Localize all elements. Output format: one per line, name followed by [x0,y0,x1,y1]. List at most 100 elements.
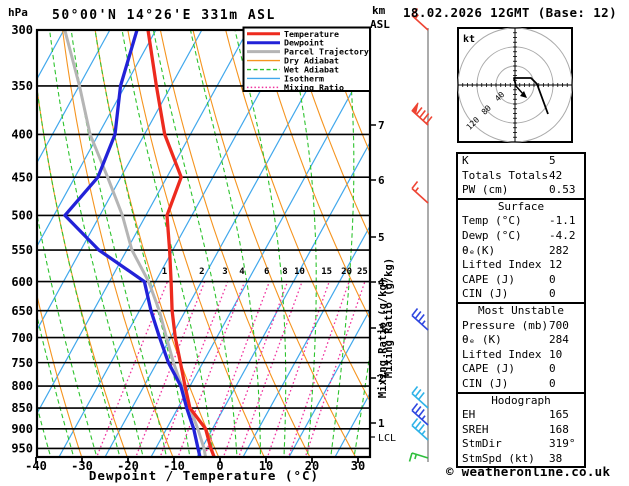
wet-adiabat-line [287,30,317,455]
wet-adiabat-line [37,314,74,455]
temp-tick-label: 20 [305,459,319,473]
legend-label: Temperature [284,29,339,39]
table-row: θₑ (K) 284 [458,333,584,348]
table-row: EH 165 [458,408,584,423]
mixing-ratio-line [203,281,271,457]
km-tick-label: 6 [378,174,385,187]
table-row-label: CAPE (J) [462,272,515,286]
table-row-value: 168 [549,422,569,436]
table-row-value: 319° [549,437,576,451]
isotherm-line [37,30,157,248]
table-row-value: 700 [549,318,569,332]
lcl-label: LCL [378,433,396,444]
table-section-hodograph: Hodograph EH 165 SREH 168 StmDir 319° StmSpd (k… [458,391,584,467]
barb-full-tick [418,392,425,401]
pressure-tick-label: 650 [11,304,33,318]
table-row: SREH 168 [458,423,584,438]
table-section-title: Surface [497,199,545,213]
pressure-tick-label: 300 [11,23,33,37]
table-row-value: 0 [549,287,556,301]
km-tick-label: 2 [378,372,385,385]
barb-full-tick [414,311,422,320]
barb-shaft [411,314,429,331]
barb-full-tick [411,8,419,16]
table-row: CIN (J) 0 [458,377,584,392]
barb-half-tick [414,454,418,460]
table-row: Totals Totals 42 [458,169,584,184]
mixing-ratio-line [177,281,246,457]
wind-barb [411,181,429,204]
table-row: Temp (°C) -1.1 [458,214,584,229]
plot-border [35,28,372,459]
temp-tick-label: 10 [259,459,273,473]
table-row-label: θₑ (K) [462,333,502,347]
isotherm-line [37,30,203,331]
wet-adiabat-line [0,18,4,455]
wet-adiabat-line [121,30,214,455]
wet-adiabat-line [37,211,97,455]
dry-adiabat-line [322,30,370,154]
table-row-label: SREH [462,422,489,436]
wet-adiabat-line [94,30,190,455]
pressure-tick-label: 500 [11,209,33,223]
barb-full-tick [415,107,423,116]
wind-barb [411,418,429,441]
pressure-tick-label: 700 [11,331,33,345]
wet-adiabat-line [152,30,238,455]
mixing-ratio-line [304,281,366,457]
indices-table: K 5 Totals Totals 42 PW (cm) 0.53 Surface Temp … [456,152,586,469]
km-tick-label: 7 [378,119,385,132]
mixing-ratio-line [238,281,303,457]
table-row-label: StmSpd (kt) [462,451,535,465]
table-row: θₑ(K) 282 [458,244,584,259]
table-row: Pressure (mb) 700 [458,319,584,334]
table-section-indices: K 5 Totals Totals 42 PW (cm) 0.53 [458,154,584,198]
mixing-ratio-line [266,281,330,457]
hodograph-wind-trace [513,77,549,115]
wind-barb [411,8,429,31]
pressure-tick-label: 750 [11,356,33,370]
temp-tick-label: -40 [25,459,47,473]
table-row: Lifted Index 10 [458,348,584,363]
temperature-curve [146,30,216,457]
table-row-value: 165 [549,408,569,422]
km-tick-label: 5 [378,231,385,244]
pressure-tick-label: 400 [11,128,33,142]
pressure-unit-label: hPa [8,6,28,19]
mixing-ratio-value-label: 20 [341,267,352,277]
pressure-gridlines [37,85,370,450]
dry-adiabat-line [159,30,311,457]
table-row-value: 5 [549,154,556,167]
barb-half-tick [421,430,426,436]
barb-full-tick [411,308,419,316]
barb-full-tick [414,406,422,415]
isotherm-line [196,141,370,457]
mixing-ratio-value-label: 6 [264,267,269,277]
table-row: CAPE (J) 0 [458,362,584,377]
km-axis-unit: km [372,4,386,17]
wind-barb [411,308,429,331]
dewpoint-curve [63,30,202,457]
dry-adiabat-line [290,30,370,238]
table-section-most-unstable: Most Unstable Pressure (mb) 700 θₑ (K) 284 Li… [458,301,584,392]
table-row: CAPE (J) 0 [458,273,584,288]
wind-barb [411,403,429,426]
datetime-label: 18.02.2026 12GMT (Base: 12) [403,5,617,20]
table-row-label: PW (cm) [462,183,509,197]
barb-shaft [411,392,429,409]
barb-shaft [411,14,429,31]
barb-shaft [411,187,429,204]
temp-tick-label: -30 [71,459,93,473]
barb-full-tick [425,116,433,125]
plot-frame [35,28,372,459]
table-row-label: K [462,154,469,167]
table-row-value: -1.1 [549,214,576,228]
x-axis-title: Dewpoint / Temperature (°C) [89,468,319,483]
barb-shaft [411,452,429,459]
temp-tick-label: 30 [351,459,365,473]
legend-label: Dry Adiabat [284,56,339,66]
